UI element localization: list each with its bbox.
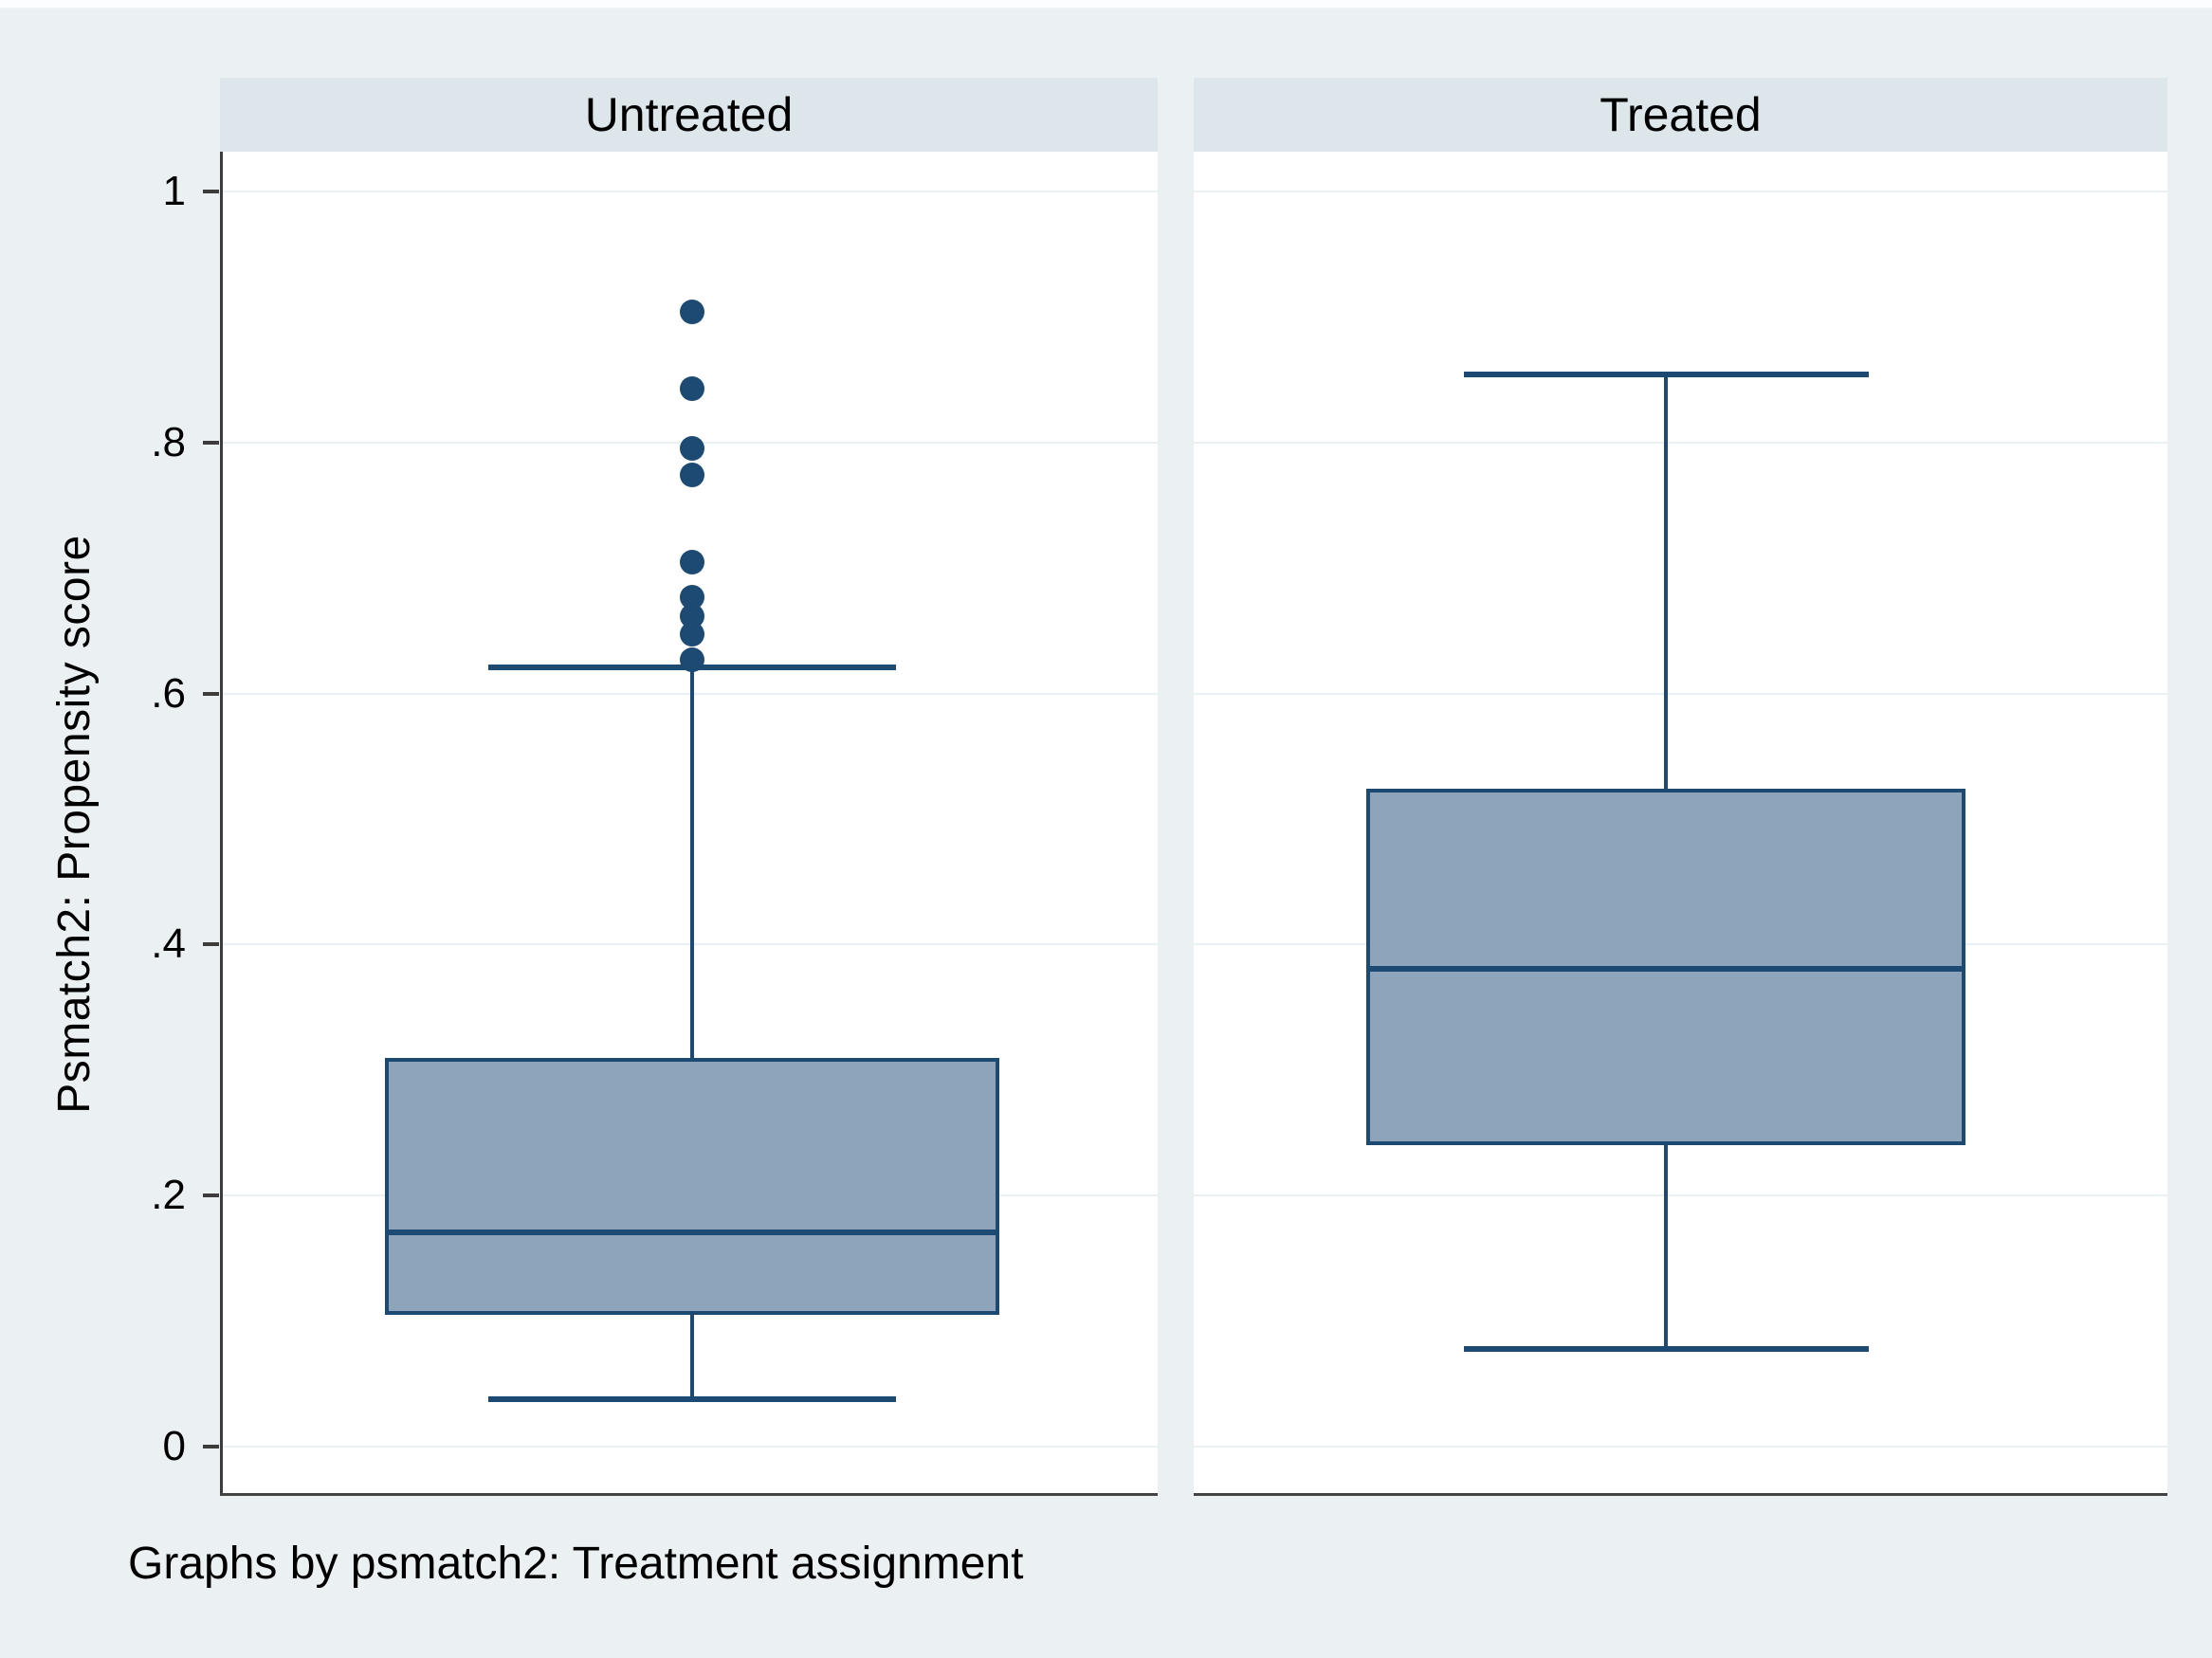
window-top-edge [0,0,2212,9]
lower-whisker-line [690,1314,694,1399]
outlier-dot [680,436,704,462]
gridline [1194,692,2167,695]
lower-whisker-cap [1463,1345,1869,1352]
panel-header-untreated: Untreated [220,78,1158,152]
panel-untreated: Untreated [220,78,1158,1496]
outlier-dot [680,647,704,672]
y-tick-mark [203,1193,219,1198]
y-tick-label: .8 [151,418,186,465]
y-tick-mark [203,691,219,696]
gridline [220,191,1158,192]
y-tick-label: .6 [151,669,186,717]
median-line [385,1229,999,1235]
x-axis-line [1194,1493,2167,1496]
y-axis-title-text: Psmatch2: Propensity score [48,534,100,1114]
y-tick-label: 1 [162,168,186,214]
y-tick-mark [203,1445,219,1448]
gridline [220,692,1158,695]
upper-whisker-line [690,666,694,1058]
gridline [220,943,1158,946]
gridline [1194,1194,2167,1197]
x-axis-line [220,1493,1158,1496]
gridline [1194,191,2167,192]
panel-title: Untreated [584,88,794,141]
y-axis-line [220,152,223,1496]
lower-whisker-cap [488,1395,896,1402]
outlier-dot [680,375,704,401]
y-tick-mark [203,190,219,193]
plot-area-untreated [220,152,1158,1496]
upper-whisker-cap [1463,372,1869,378]
plot-area-treated [1194,152,2167,1496]
y-axis-title: Psmatch2: Propensity score [17,152,131,1496]
gridline [220,1446,1158,1448]
caption: Graphs by psmatch2: Treatment assignment [128,1539,1024,1589]
panel-header-treated: Treated [1194,78,2167,152]
gridline [1194,1446,2167,1448]
outlier-dot [680,622,704,647]
upper-whisker-line [1664,374,1668,790]
y-tick-label: .2 [151,1172,186,1219]
median-line [1366,965,1965,972]
y-tick-label: .4 [151,920,186,968]
y-tick-label: 0 [162,1423,186,1469]
outlier-dot [680,300,704,325]
y-tick-mark [203,440,219,445]
outlier-dot [680,549,704,574]
panel-title: Treated [1600,88,1762,141]
panel-treated: Treated [1194,78,2167,1496]
y-tick-mark [203,942,219,947]
boxplot-box [385,1057,999,1315]
gridline [1194,441,2167,444]
lower-whisker-line [1664,1145,1668,1349]
outlier-dot [680,463,704,488]
